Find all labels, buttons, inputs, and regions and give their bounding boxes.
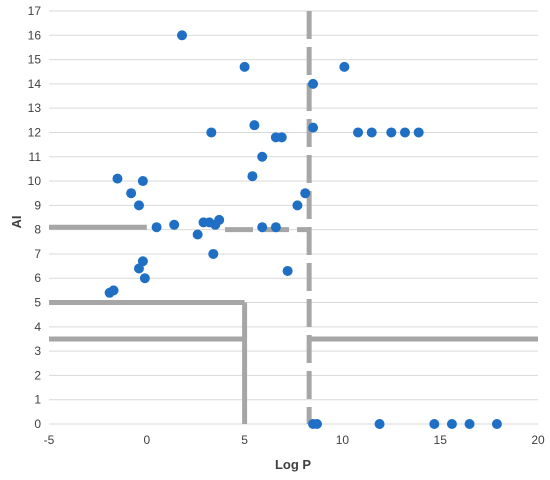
data-point xyxy=(137,176,148,187)
x-tick-label: -5 xyxy=(44,433,55,447)
data-point xyxy=(239,61,250,72)
x-tick-label: 20 xyxy=(531,433,545,447)
data-point xyxy=(300,188,311,199)
data-point xyxy=(413,127,424,138)
y-tick-label: 12 xyxy=(28,125,42,139)
data-points xyxy=(104,30,502,429)
y-tick-label: 16 xyxy=(28,28,42,42)
y-tick-label: 15 xyxy=(28,53,42,67)
data-point xyxy=(208,248,219,259)
data-point xyxy=(282,265,293,276)
data-point xyxy=(308,122,319,133)
x-axis-title: Log P xyxy=(275,457,311,472)
data-point xyxy=(206,127,217,138)
data-point xyxy=(192,229,203,240)
data-point xyxy=(249,120,260,131)
data-point xyxy=(339,61,350,72)
y-tick-label: 8 xyxy=(34,223,41,237)
data-point xyxy=(292,200,303,211)
y-axis-title: AI xyxy=(9,216,24,229)
data-point xyxy=(133,200,144,211)
data-point xyxy=(214,214,225,225)
y-tick-label: 7 xyxy=(34,247,41,261)
data-point xyxy=(177,30,188,41)
y-tick-label: 17 xyxy=(28,4,42,18)
y-tick-label: 0 xyxy=(34,417,41,431)
data-point xyxy=(151,222,162,233)
x-tick-label: 10 xyxy=(336,433,350,447)
data-point xyxy=(446,419,457,429)
data-point xyxy=(108,285,119,296)
data-point xyxy=(311,419,322,429)
x-tick-label: 15 xyxy=(434,433,448,447)
data-point xyxy=(133,263,144,274)
y-tick-label: 5 xyxy=(34,296,41,310)
data-point xyxy=(112,173,123,184)
gridlines xyxy=(49,10,538,425)
data-point xyxy=(126,188,137,199)
x-tick-label: 0 xyxy=(143,433,150,447)
data-point xyxy=(257,222,268,233)
data-point xyxy=(247,171,258,182)
data-point xyxy=(429,419,440,429)
data-point xyxy=(374,419,385,429)
y-tick-label: 14 xyxy=(28,77,42,91)
threshold-lines xyxy=(49,11,538,424)
x-tick-label: 5 xyxy=(241,433,248,447)
data-point xyxy=(270,222,281,233)
y-tick-label: 4 xyxy=(34,320,41,334)
data-point xyxy=(276,132,287,143)
data-point xyxy=(464,419,475,429)
y-tick-label: 11 xyxy=(29,150,42,164)
y-tick-label: 9 xyxy=(34,198,41,212)
y-tick-label: 10 xyxy=(28,174,42,188)
y-tick-label: 3 xyxy=(34,344,41,358)
data-point xyxy=(386,127,397,138)
y-tick-label: 1 xyxy=(34,393,41,407)
data-point xyxy=(139,273,150,284)
y-tick-label: 13 xyxy=(28,101,42,115)
data-point xyxy=(399,127,410,138)
data-point xyxy=(491,419,502,429)
data-point xyxy=(257,151,268,162)
y-tick-label: 6 xyxy=(34,271,41,285)
data-point xyxy=(366,127,377,138)
data-point xyxy=(169,219,180,230)
y-tick-label: 2 xyxy=(34,368,41,382)
data-point xyxy=(353,127,364,138)
data-point xyxy=(308,78,319,89)
